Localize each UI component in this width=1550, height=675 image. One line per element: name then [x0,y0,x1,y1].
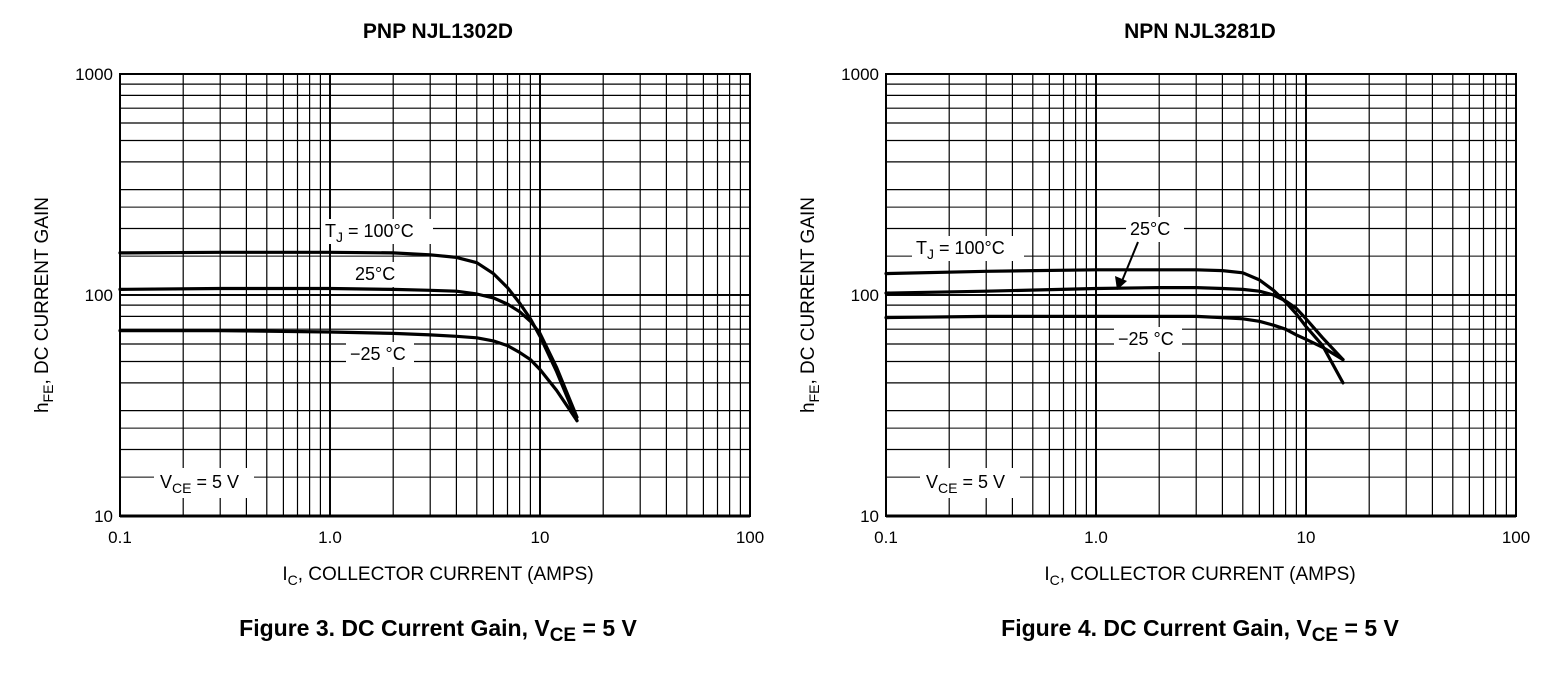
y-tick-label: 100 [851,286,879,305]
x-tick-label: 0.1 [874,528,898,547]
x-tick-label: 10 [1297,528,1316,547]
series-annotation: 25°C [1130,219,1170,239]
annotation-bg [1114,327,1182,352]
annotation-arrowhead [1115,276,1127,290]
annotation-bg [351,262,409,287]
x-tick-label: 1.0 [318,528,342,547]
series-annotation: −25 °C [1118,329,1174,349]
series-annotation: TJ = 100°C [325,221,414,245]
series-annotation: TJ = 100°C [916,238,1005,262]
chart-title: PNP NJL1302D [363,20,513,43]
series-line-0 [118,250,579,423]
x-axis-label: IC, COLLECTOR CURRENT (AMPS) [282,564,593,588]
grid [885,73,1517,517]
figure-caption: Figure 4. DC Current Gain, VCE = 5 V [1001,615,1399,646]
series-line-1 [884,286,1345,362]
condition-label: VCE = 5 V [926,472,1005,496]
series-annotation: 25°C [355,264,395,284]
y-tick-label: 10 [860,507,879,526]
series-group [118,250,579,423]
annotation-arrow [1121,241,1139,282]
annotation-bg [321,219,433,244]
annotation-bg [346,342,414,367]
annotation-bg [912,236,1024,261]
y-tick-label: 100 [85,286,113,305]
x-tick-label: 100 [1502,528,1530,547]
y-axis-label: hFE, DC CURRENT GAIN [32,197,56,413]
chart-title: NPN NJL3281D [1124,20,1276,43]
condition-label: VCE = 5 V [160,472,239,496]
x-tick-label: 0.1 [108,528,132,547]
series-line-2 [884,314,1345,362]
annotation-bg [1126,217,1184,242]
x-tick-label: 100 [736,528,764,547]
series-line-1 [118,286,579,419]
y-tick-label: 10 [94,507,113,526]
condition-bg [920,468,1020,498]
chart-npn-njl3281d: 0.1 1.0 10 100 10 100 1000 NPN NJL3281D IC, COLL… [798,20,1530,646]
series-annotation: −25 °C [350,344,406,364]
y-axis-label: hFE, DC CURRENT GAIN [798,197,822,413]
series-line-0 [884,268,1345,385]
y-tick-label: 1000 [75,65,113,84]
x-tick-label: 1.0 [1084,528,1108,547]
series-group [884,268,1345,385]
y-tick-label: 1000 [841,65,879,84]
grid [119,73,751,517]
figure-caption: Figure 3. DC Current Gain, VCE = 5 V [239,615,637,646]
x-axis-label: IC, COLLECTOR CURRENT (AMPS) [1044,564,1355,588]
series-line-2 [118,329,579,423]
condition-bg [154,468,254,498]
chart-pnp-njl1302d: 0.1 1.0 10 100 10 100 1000 PNP NJL1302D IC, COLL… [32,20,764,646]
x-tick-label: 10 [531,528,550,547]
